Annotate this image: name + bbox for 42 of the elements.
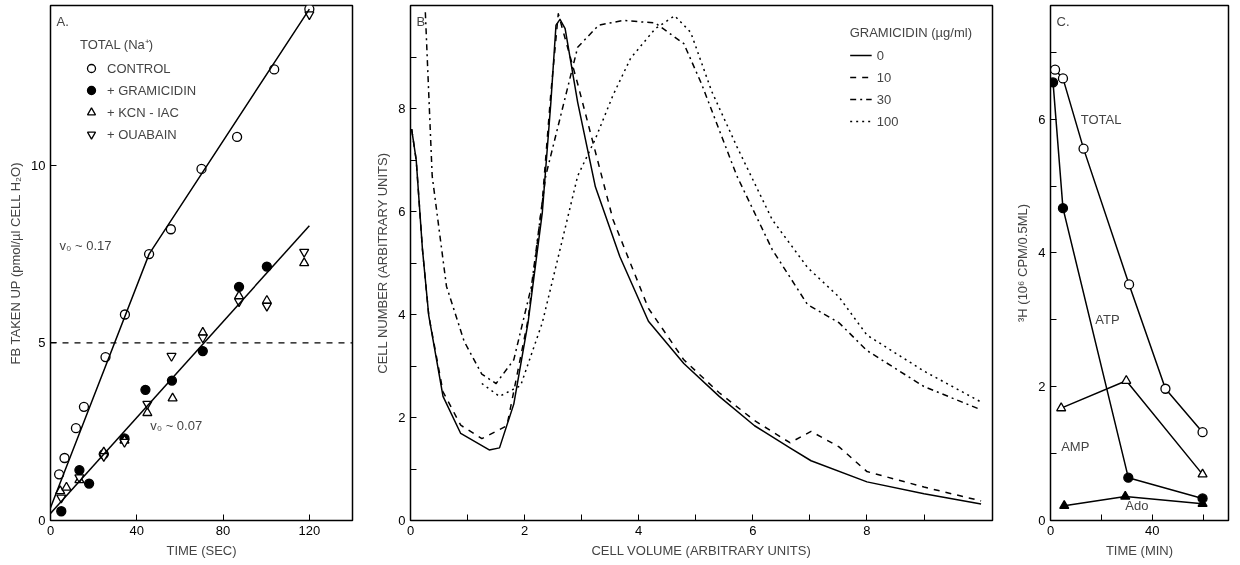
annotation: A. <box>56 13 69 29</box>
x-tick-label: 40 <box>129 522 145 538</box>
legend-label: + GRAMICIDIN <box>107 81 197 100</box>
annotation: v₀ ~ 0.07 <box>150 417 203 433</box>
y-tick-label: 4 <box>1038 245 1046 261</box>
x-tick-label: 2 <box>521 522 529 538</box>
annotation: B <box>416 13 426 29</box>
x-tick-label: 40 <box>1144 522 1160 538</box>
annotation: v₀ ~ 0.17 <box>59 237 112 253</box>
y-tick-label: 4 <box>398 307 406 322</box>
annotation: AMP <box>1061 438 1090 454</box>
legend-title: GRAMICIDIN (µg/ml) <box>849 25 972 40</box>
y-tick-label: 6 <box>1038 111 1046 127</box>
x-axis-title: CELL VOLUME (ARBITRARY UNITS) <box>591 542 811 558</box>
y-tick-label: 6 <box>398 204 406 219</box>
legend-label: + KCN - IAC <box>107 103 179 122</box>
x-tick-label: 8 <box>863 522 871 538</box>
x-axis-title: TIME (MIN) <box>1105 542 1174 558</box>
annotation: Ado <box>1125 497 1149 513</box>
legend-label: 0 <box>876 46 885 65</box>
y-axis-title: CELL NUMBER (ARBITRARY UNITS) <box>375 152 391 374</box>
y-tick-label: 2 <box>1038 379 1046 395</box>
y-tick-label: 2 <box>398 410 406 425</box>
annotation: TOTAL <box>1080 111 1122 127</box>
y-tick-label: 8 <box>398 101 406 116</box>
annotation: C. <box>1056 13 1070 29</box>
x-tick-label: 4 <box>635 522 643 538</box>
legend-title: TOTAL (Na⁺) <box>80 36 155 53</box>
legend-label: 10 <box>876 68 893 87</box>
x-tick-label: 80 <box>215 522 231 538</box>
y-axis-title: FB TAKEN UP (pmol/µl CELL H₂O) <box>8 162 24 365</box>
x-tick-label: 6 <box>749 522 757 538</box>
y-axis-title: ³H (10⁶ CPM/0.5ML) <box>1015 203 1031 323</box>
y-tick-label: 5 <box>38 335 46 351</box>
annotation: ATP <box>1095 312 1120 328</box>
legend-label: 100 <box>876 112 899 131</box>
legend-label: + OUABAIN <box>107 125 177 144</box>
legend-label: CONTROL <box>107 59 171 78</box>
legend-label: 30 <box>876 90 893 109</box>
y-tick-label: 10 <box>31 157 46 173</box>
x-axis-title: TIME (SEC) <box>166 542 237 558</box>
x-tick-label: 120 <box>298 522 321 538</box>
